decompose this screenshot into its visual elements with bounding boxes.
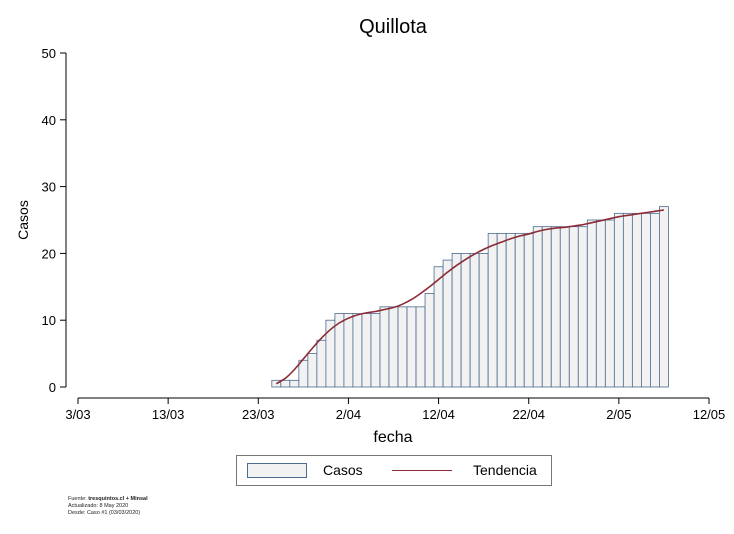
bar — [568, 226, 579, 388]
bar — [388, 306, 399, 388]
bar — [406, 306, 417, 388]
footnote-source: Fuente: tresquintos.cl + Minsal — [68, 496, 148, 503]
bar — [640, 212, 651, 388]
legend: Casos Tendencia — [236, 455, 552, 486]
y-tick-label: 50 — [42, 46, 56, 61]
bar — [496, 232, 507, 388]
bar — [307, 353, 318, 388]
bar — [298, 359, 309, 388]
bar — [370, 313, 381, 388]
bar — [622, 212, 633, 388]
y-tick-label: 20 — [42, 246, 56, 261]
bar — [343, 313, 354, 388]
footnote-updated: Actualizado: 8 May 2020 — [68, 503, 129, 509]
bar — [442, 259, 453, 388]
trend-group — [275, 209, 665, 385]
footnote-source-prefix: Fuente: — [68, 496, 89, 502]
bar — [316, 339, 327, 388]
legend-trend-line — [392, 470, 452, 471]
bar — [550, 226, 561, 388]
bar — [424, 293, 435, 388]
y-tick-label: 10 — [42, 313, 56, 328]
y-tick-label: 40 — [42, 113, 56, 128]
x-tick-label: 23/03 — [242, 407, 275, 422]
bar — [514, 232, 525, 388]
bar — [541, 226, 552, 388]
bar — [631, 212, 642, 388]
bar — [397, 306, 408, 388]
x-tick-label: 2/04 — [336, 407, 361, 422]
bar — [469, 252, 480, 388]
bar — [577, 226, 588, 388]
bar — [613, 212, 624, 388]
x-axis-label: fecha — [373, 429, 412, 446]
bar — [659, 206, 669, 388]
x-tick-label: 13/03 — [152, 407, 185, 422]
bar — [415, 306, 426, 388]
axes-group: 0 10 20 30 40 50 3/03 13/03 23/03 2/04 12/04 22/04 2… — [42, 46, 726, 422]
x-tick-label: 2/05 — [606, 407, 631, 422]
footnote-source-name: tresquintos.cl + Minsal — [88, 496, 148, 502]
x-tick-label: 3/03 — [65, 407, 90, 422]
bar — [559, 226, 570, 388]
bar — [460, 252, 471, 388]
bar — [379, 306, 390, 388]
x-tick-label: 12/05 — [693, 407, 726, 422]
bar — [532, 226, 543, 388]
bar — [505, 232, 516, 388]
bar — [352, 313, 363, 388]
trend-line — [275, 209, 665, 385]
y-axis-label: Casos — [15, 200, 31, 240]
bar — [289, 379, 300, 388]
bars-group — [271, 206, 669, 388]
legend-bars-label: Casos — [323, 462, 363, 478]
legend-bars-swatch — [247, 463, 307, 478]
x-tick-label: 12/04 — [422, 407, 455, 422]
x-tick-label: 22/04 — [512, 407, 545, 422]
bar — [478, 252, 489, 388]
y-tick-label: 30 — [42, 180, 56, 195]
bar — [451, 252, 462, 388]
bar — [604, 219, 615, 388]
legend-trend-label: Tendencia — [473, 462, 537, 478]
bar — [487, 232, 498, 388]
footnote-since: Desde: Caso #1 (03/03/2020) — [68, 510, 141, 516]
y-tick-label: 0 — [49, 380, 56, 395]
bar — [586, 219, 597, 388]
bar — [595, 219, 606, 388]
bar — [650, 212, 660, 388]
bar — [523, 232, 534, 388]
bar — [433, 266, 444, 388]
chart-title: Quillota — [359, 16, 428, 38]
bar — [361, 313, 372, 388]
